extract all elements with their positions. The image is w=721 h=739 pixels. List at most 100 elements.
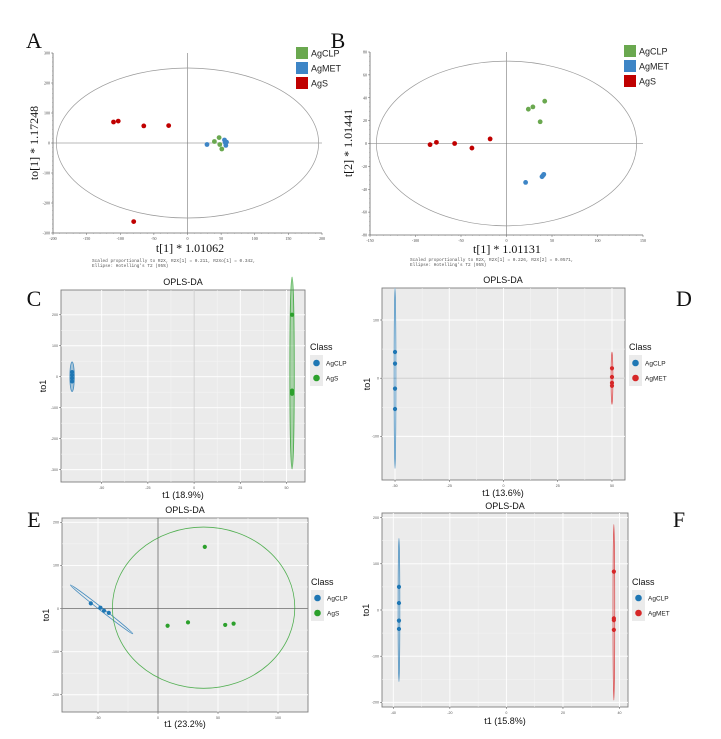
data-point-ags — [165, 623, 170, 628]
legend-label: AgMET — [311, 64, 342, 74]
data-point-agclp — [530, 104, 536, 110]
legend-key-background — [629, 355, 642, 386]
panel-letter: E — [27, 507, 40, 532]
data-point-ags — [434, 139, 439, 145]
data-point-agmet — [204, 142, 210, 147]
y-axis-label: to[1] * 1.17248 — [27, 106, 41, 180]
data-point-agmet — [224, 139, 229, 145]
data-point-agmet — [523, 179, 529, 185]
y-tick-label: 80 — [363, 50, 367, 55]
model-note-line: Ellipse: Hotelling's T2 (95%) — [410, 263, 486, 268]
confidence-ellipse-agclp — [69, 584, 134, 635]
x-axis-label: t[1] * 1.01062 — [156, 241, 224, 255]
y-tick-label: 0 — [48, 141, 50, 146]
x-tick-label: 100 — [595, 238, 601, 243]
confidence-ellipse-agclp — [397, 538, 401, 682]
data-point-ags — [452, 141, 458, 146]
x-tick-label: -50 — [458, 238, 463, 243]
legend-swatch-agclp — [296, 47, 308, 59]
x-tick-label: -50 — [392, 484, 397, 488]
y-tick-label: -40 — [362, 187, 367, 192]
data-point-agclp — [212, 139, 217, 144]
data-point-agclp — [217, 142, 223, 147]
legend-key-agmet — [635, 609, 642, 617]
data-point-agclp — [525, 106, 531, 112]
data-point-agclp — [219, 146, 225, 152]
x-tick-label: 40 — [618, 711, 622, 715]
x-tick-label: 50 — [219, 236, 223, 241]
data-point-ags — [166, 123, 172, 128]
data-point-agclp — [98, 605, 103, 610]
data-point-ags — [131, 219, 137, 225]
y-tick-label: -100 — [52, 650, 59, 654]
data-point-agmet — [611, 618, 616, 623]
x-tick-label: 200 — [319, 236, 325, 241]
x-tick-label: 0 — [187, 236, 189, 241]
x-tick-label: -100 — [117, 236, 124, 241]
data-point-agclp — [101, 608, 107, 613]
y-tick-label: -200 — [52, 693, 59, 697]
data-point-agmet — [611, 627, 616, 632]
y-tick-label: 300 — [44, 51, 50, 56]
y-tick-label: 100 — [373, 562, 379, 566]
x-tick-label: 150 — [640, 238, 646, 243]
x-tick-label: -25 — [447, 484, 452, 488]
y-tick-label: -100 — [372, 435, 379, 439]
confidence-ellipse-ags — [289, 276, 295, 470]
x-axis-label: t1 (18.9%) — [162, 490, 204, 500]
hotelling-ellipse — [376, 60, 637, 227]
x-tick-label: -40 — [391, 711, 396, 715]
legend-title: Class — [310, 342, 333, 352]
legend-key-agclp — [632, 359, 639, 367]
data-point-agmet — [609, 366, 615, 371]
data-point-agclp — [216, 135, 222, 141]
hotelling-ellipse — [56, 67, 319, 219]
panel-d: D -50 -25 0 25 50 -100 0 100 OPLS-DA t1 (13.6%) to1… — [362, 275, 692, 498]
plot-panel-background — [60, 289, 306, 483]
data-point-ags — [289, 312, 295, 317]
x-tick-label: -150 — [83, 236, 90, 241]
y-tick-label: 200 — [52, 313, 58, 317]
panel-letter: C — [27, 286, 42, 311]
x-tick-label: -50 — [95, 716, 100, 720]
panel-a: A-200 -150 -100 -50 0 50 100 150 200-300-200-100… — [26, 28, 341, 269]
data-point-ags — [202, 544, 207, 549]
legend-key-background — [310, 355, 323, 386]
data-point-agclp — [537, 119, 543, 125]
legend-key-ags — [314, 609, 321, 617]
y-axis-label: t[2] * 1.01441 — [341, 109, 355, 177]
x-tick-label: 50 — [610, 484, 614, 488]
y-tick-label: 0 — [377, 376, 379, 380]
data-point-agmet — [609, 383, 615, 388]
confidence-ellipse-agclp — [393, 287, 397, 469]
y-tick-label: 0 — [377, 608, 379, 612]
data-point-agclp — [396, 626, 402, 632]
y-tick-label: -200 — [372, 701, 379, 705]
y-tick-label: -20 — [362, 164, 367, 169]
x-tick-label: -150 — [366, 238, 373, 243]
y-tick-label: 100 — [52, 344, 58, 348]
legend-key-background — [632, 590, 645, 621]
y-axis-label: to1 — [41, 609, 51, 622]
legend: Class AgCLP AgS — [310, 342, 347, 386]
chart-title: OPLS-DA — [163, 277, 203, 287]
data-point-ags — [427, 142, 433, 148]
legend-label: AgCLP — [311, 49, 340, 59]
data-point-agclp — [396, 618, 402, 623]
legend-label: AgS — [326, 375, 339, 382]
x-axis-label: t1 (15.8%) — [484, 716, 526, 726]
data-point-agclp — [69, 376, 75, 381]
legend: Class AgCLP AgMET — [629, 342, 667, 386]
legend: Class AgCLP AgMET — [632, 577, 670, 621]
x-tick-label: 25 — [238, 486, 242, 490]
data-point-ags — [141, 123, 147, 129]
legend-label: AgCLP — [327, 595, 348, 602]
y-tick-label: 0 — [365, 141, 367, 146]
legend-label: AgMET — [645, 375, 667, 382]
x-tick-label: -20 — [447, 711, 452, 715]
x-axis-label: t1 (13.6%) — [482, 488, 524, 498]
x-tick-label: 25 — [556, 484, 560, 488]
data-point-agclp — [69, 379, 75, 384]
data-point-agclp — [69, 369, 75, 375]
panel-letter: F — [673, 507, 685, 532]
